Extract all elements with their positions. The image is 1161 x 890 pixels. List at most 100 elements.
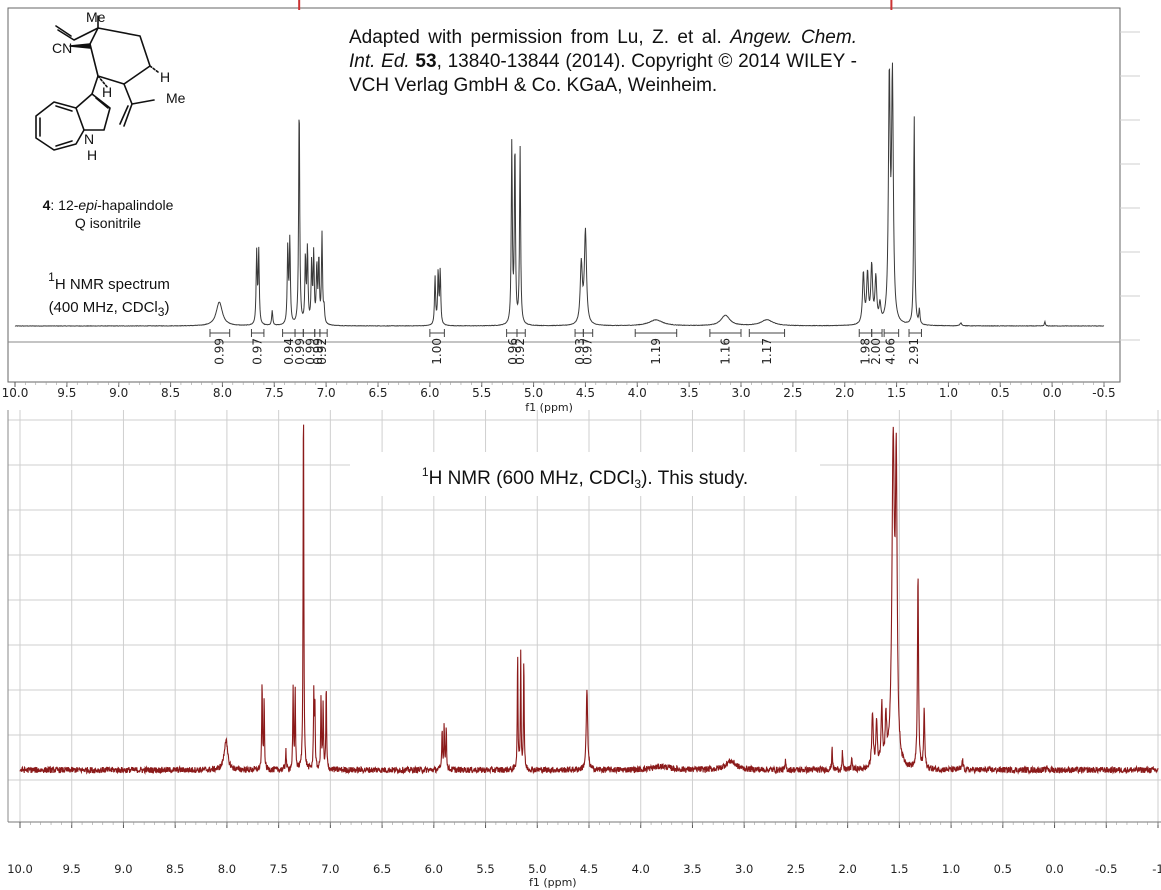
x-tick-label: 8.5: [161, 386, 180, 400]
vinyl-double-bond: [55, 25, 72, 37]
x-tick-label: 1.0: [939, 386, 958, 400]
x-tick-label: 1.0: [942, 862, 960, 876]
atom-label: N: [84, 131, 94, 147]
compound-name-post: -hapalindole: [97, 197, 174, 213]
indole-link-bond: [91, 75, 99, 95]
atom-label: H: [102, 84, 112, 100]
atom-label: H: [160, 69, 170, 85]
x-tick-label: 3.5: [680, 386, 699, 400]
x-tick-label: 1.5: [887, 386, 906, 400]
nmr2-sup: 1: [421, 465, 429, 479]
integration-value: 0.97: [251, 338, 265, 365]
integration-mark: 0.99: [302, 329, 318, 365]
x-tick-label: 2.0: [838, 862, 856, 876]
h-hash-bond: [149, 65, 159, 73]
reference-volume: 53: [415, 51, 437, 72]
x-tick-label: 9.5: [57, 386, 76, 400]
integration-value: 2.91: [907, 338, 921, 365]
x-tick-label: 4.0: [632, 862, 650, 876]
integration-mark: 0.97: [581, 329, 595, 365]
integration-value: 1.19: [649, 338, 663, 365]
molecule-structure: [35, 15, 159, 151]
integration-mark: 1.00: [429, 329, 445, 365]
x-tick-label: 4.0: [628, 386, 647, 400]
x-tick-label: 8.0: [213, 386, 232, 400]
x-tick-label: 8.0: [218, 862, 236, 876]
integration-mark: 1.17: [748, 329, 786, 365]
integration-value: 1.16: [718, 338, 732, 365]
x-tick-label: 4.5: [580, 862, 598, 876]
x-tick-label: 8.5: [166, 862, 184, 876]
x-tick-label: 9.0: [114, 862, 132, 876]
x-tick-label: 6.0: [420, 386, 439, 400]
integration-mark: 0.92: [315, 329, 329, 365]
atom-label: Me: [86, 9, 106, 25]
x-tick-label: 9.5: [63, 862, 81, 876]
x-tick-label: 3.0: [731, 386, 750, 400]
x-tick-label: -0.5: [1092, 386, 1115, 400]
literature-reference: Adapted with permission from Lu, Z. et a…: [349, 26, 857, 98]
x-tick-label: 6.5: [373, 862, 391, 876]
x-tick-label: 5.0: [528, 862, 546, 876]
nmr1-line2-post: ): [164, 299, 170, 316]
integration-value: 4.06: [883, 338, 897, 365]
nmr1-sub: 3: [157, 305, 165, 319]
integration-value: 0.99: [212, 338, 226, 365]
compound-name-line2: Q isonitrile: [74, 215, 142, 231]
atom-label: H: [87, 147, 97, 163]
benzene-ring: [35, 101, 85, 151]
bottom-spectrum-frame: [7, 410, 1161, 823]
h-hash-bond-2: [97, 75, 109, 89]
x-tick-label: 4.5: [576, 386, 595, 400]
cyclohexane-ring: [89, 27, 151, 85]
top-plot-border: [7, 7, 1121, 383]
reference-prefix: Adapted with permission from Lu, Z. et a…: [349, 27, 722, 48]
x-tick-label: 5.0: [524, 386, 543, 400]
x-tick-label: 6.0: [425, 862, 443, 876]
x-tick-label: 5.5: [476, 862, 494, 876]
integration-mark: 2.00: [869, 329, 883, 365]
x-tick-label: 9.0: [109, 386, 128, 400]
integration-mark: 1.16: [709, 329, 742, 365]
x-tick-label: 3.0: [735, 862, 753, 876]
integration-value: 1.00: [430, 338, 444, 365]
x-tick-label: -0.5: [1095, 862, 1117, 876]
literature-nmr-label: 1H NMR spectrum (400 MHz, CDCl3): [14, 266, 204, 324]
x-tick-label: 7.5: [265, 386, 284, 400]
x-tick-label: 7.0: [321, 862, 339, 876]
top-spectrum-trace: [14, 0, 1105, 327]
pyrrole-ring: [75, 93, 111, 131]
x-tick-label: 7.5: [269, 862, 287, 876]
integration-value: 1.17: [760, 338, 774, 365]
integration-mark: 2.91: [907, 329, 922, 365]
nmr2-sub: 3: [634, 477, 642, 491]
integration-mark: 1.19: [634, 329, 678, 365]
x-tick-label: 7.0: [317, 386, 336, 400]
compound-number: 4: [42, 197, 51, 213]
integration-value: 0.99: [293, 338, 307, 365]
x-tick-label: 1.5: [890, 862, 908, 876]
study-spectrum-line: [19, 424, 1159, 775]
integration-value: 0.93: [573, 338, 587, 365]
nmr1-line2-pre: (400 MHz, CDCl: [48, 299, 158, 316]
atom-label: Me: [166, 90, 186, 106]
top-spectrum-frame: [7, 7, 1140, 383]
top-x-axis: 10.0 9.5 9.0 8.5 8.0 7.5 7.0 6.5 6.0 5.5 5.0 4.5 4.0…: [2, 382, 1116, 414]
integration-value: 0.97: [581, 338, 595, 365]
nmr1-sup: 1: [48, 270, 55, 284]
x-axis-title: f1 (ppm): [525, 401, 573, 414]
integration-mark: 0.99: [209, 329, 231, 365]
x-tick-label: 2.5: [787, 862, 805, 876]
literature-spectrum-line: [14, 62, 1105, 327]
benzene-double-3: [55, 105, 73, 112]
x-tick-label: 10.0: [7, 862, 33, 876]
integration-mark: 0.97: [251, 329, 265, 365]
x-axis-title: f1 (ppm): [529, 876, 577, 889]
x-tick-label: 2.5: [783, 386, 802, 400]
cyano-wedge: [69, 43, 91, 49]
bottom-x-axis: 10.0 9.5 9.0 8.5 8.0 7.5 7.0 6.5 6.0 5.5 5.0 4.5 4.0…: [7, 822, 1161, 889]
isopropenyl-c: [123, 103, 133, 127]
isopropenyl-bond: [123, 83, 155, 105]
